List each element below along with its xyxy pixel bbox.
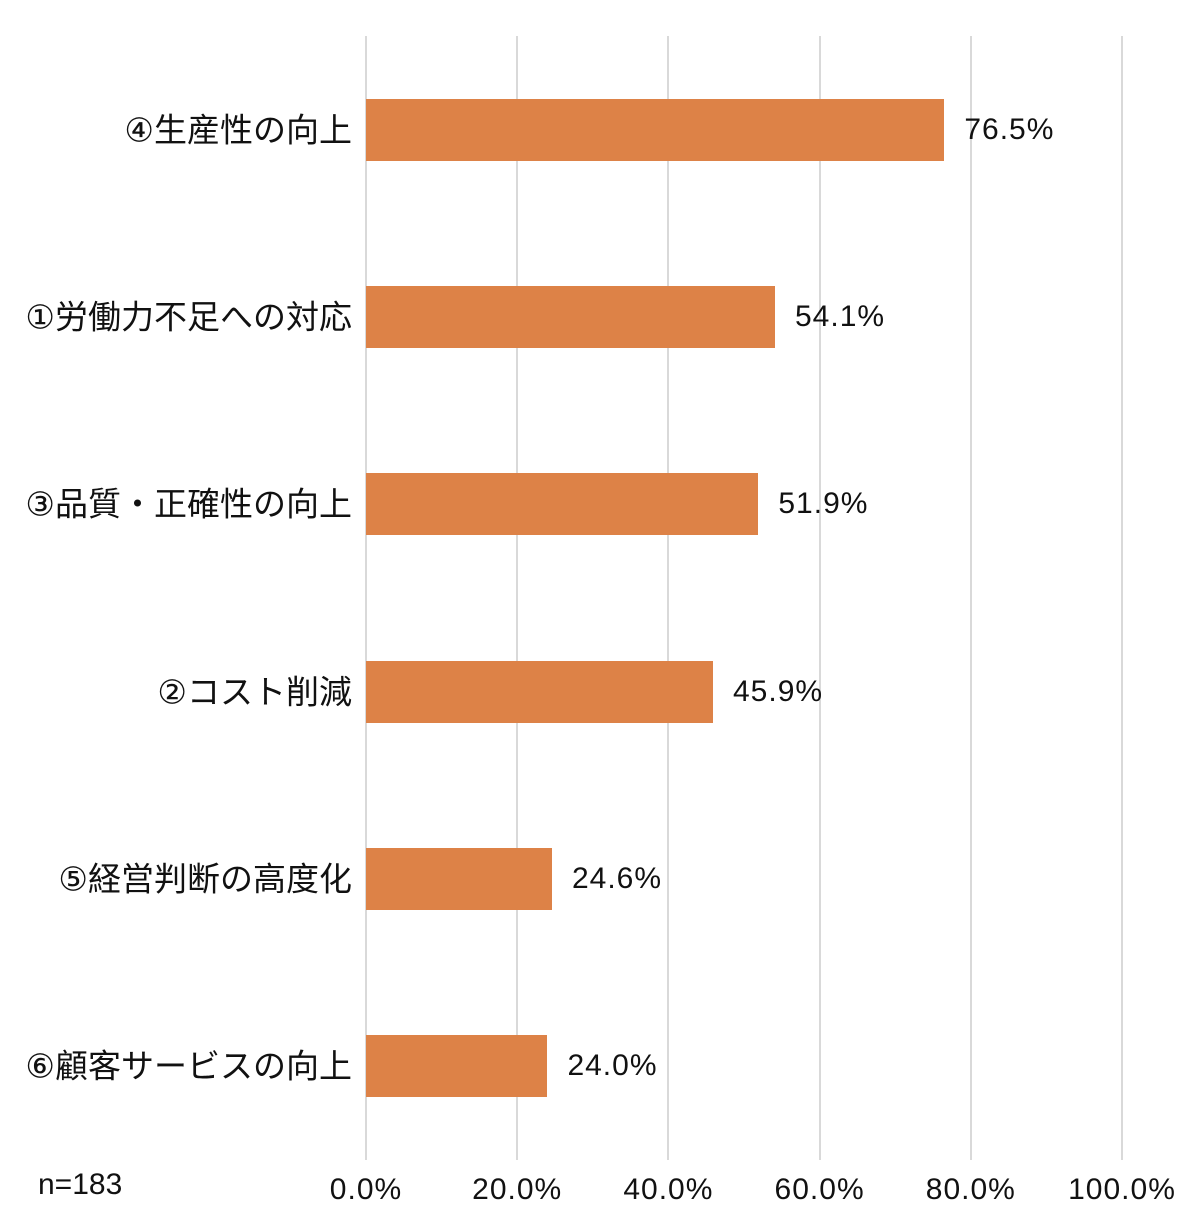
category-label: ④生産性の向上 <box>124 111 352 149</box>
category-label: ⑥顧客サービスの向上 <box>25 1047 352 1085</box>
gridline-40pct <box>667 36 670 1160</box>
bar <box>366 847 552 910</box>
gridline-0pct <box>365 36 367 1160</box>
bar-row: ①労働力不足への対応 54.1% <box>25 223 1122 410</box>
bar <box>366 98 945 161</box>
category-label: ⑤経営判断の高度化 <box>58 860 352 898</box>
x-axis: 0.0% 20.0% 40.0% 60.0% 80.0% 100.0% <box>330 1172 1175 1216</box>
x-axis-tick-label: 80.0% <box>925 1173 1016 1206</box>
x-axis-tick-label: 20.0% <box>472 1173 563 1206</box>
bar <box>366 473 759 536</box>
x-axis-tick-label: 60.0% <box>774 1173 865 1206</box>
value-label: 24.0% <box>567 1049 658 1083</box>
x-axis-tick-label: 40.0% <box>623 1173 714 1206</box>
category-label: ①労働力不足への対応 <box>25 298 352 336</box>
bar <box>366 660 713 723</box>
gridline-80pct <box>969 36 972 1160</box>
category-label: ②コスト削減 <box>157 673 352 711</box>
bar-row: ②コスト削減 45.9% <box>157 598 1122 785</box>
bar-row: ③品質・正確性の向上 51.9% <box>25 411 1122 598</box>
bar-row: ⑥顧客サービスの向上 24.0% <box>25 973 1122 1160</box>
value-label: 51.9% <box>778 487 869 521</box>
x-axis-tick-label: 100.0% <box>1068 1173 1176 1206</box>
value-label: 76.5% <box>964 112 1055 146</box>
category-label: ③品質・正確性の向上 <box>25 485 352 523</box>
gridline-100pct <box>1121 36 1123 1160</box>
value-label: 54.1% <box>794 299 886 333</box>
bar-row: ④生産性の向上 76.5% <box>124 36 1122 223</box>
value-label: 45.9% <box>733 674 824 708</box>
gridline-60pct <box>818 36 821 1160</box>
bar-row: ⑤経営判断の高度化 24.6% <box>58 785 1122 972</box>
bar <box>366 1035 548 1098</box>
bar <box>366 285 775 348</box>
gridline-20pct <box>516 36 519 1160</box>
x-axis-tick-label: 0.0% <box>329 1173 403 1206</box>
bar-rows: ④生産性の向上 76.5% ①労働力不足への対応 54.1% ③品質・正確性の向… <box>25 36 1122 1160</box>
plot-area: ④生産性の向上 76.5% ①労働力不足への対応 54.1% ③品質・正確性の向… <box>25 36 1123 1160</box>
value-label: 24.6% <box>571 861 663 895</box>
sample-size-label: n=183 <box>38 1168 123 1201</box>
